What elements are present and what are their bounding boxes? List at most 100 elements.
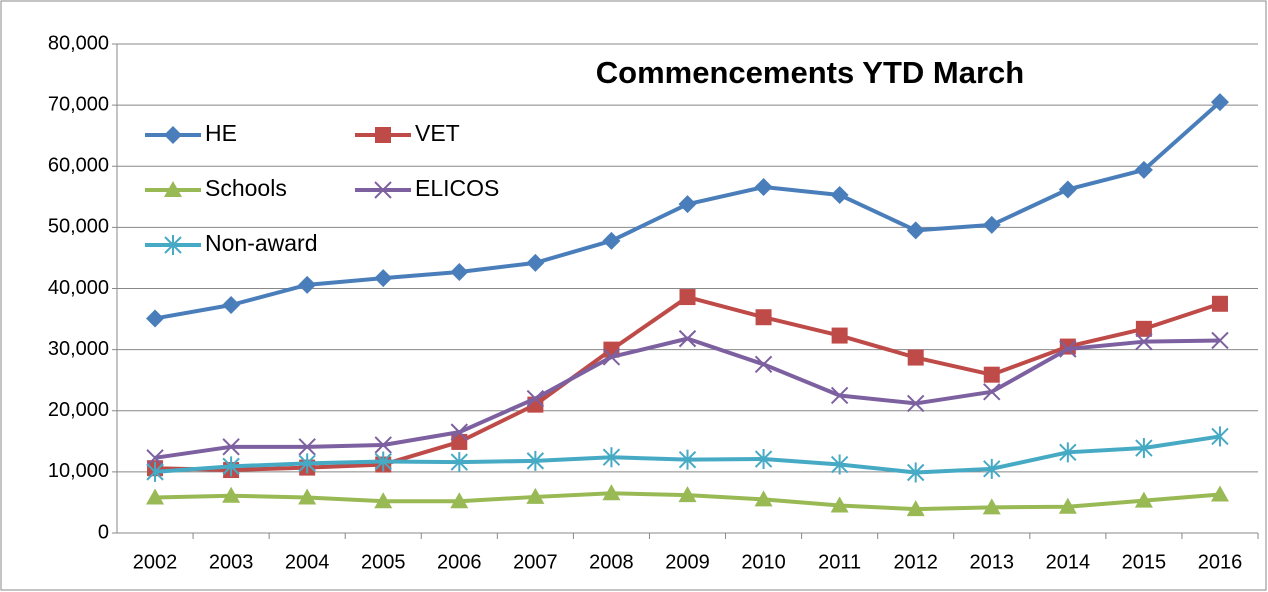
marker [678, 486, 697, 503]
marker [451, 433, 468, 450]
y-tick-label: 10,000 [48, 460, 109, 482]
marker [1211, 426, 1229, 447]
y-tick-label: 0 [98, 521, 109, 543]
marker [526, 450, 545, 471]
marker [450, 262, 469, 281]
marker [1058, 497, 1077, 514]
marker [222, 456, 240, 477]
x-tick-label: 2011 [818, 551, 861, 573]
marker [906, 462, 925, 483]
marker [375, 127, 391, 143]
marker [755, 309, 772, 326]
x-tick-label: 2007 [513, 551, 558, 573]
marker [450, 423, 469, 441]
marker [830, 185, 849, 204]
marker [982, 215, 1001, 234]
y-tick-label: 50,000 [48, 216, 109, 238]
marker [983, 458, 1001, 479]
chart-title: Commencements YTD March [596, 55, 1024, 90]
marker [298, 438, 316, 456]
marker [1135, 320, 1152, 337]
x-tick-label: 2014 [1046, 551, 1091, 573]
marker [1211, 295, 1228, 312]
x-tick-label: 2016 [1198, 551, 1243, 573]
marker [982, 498, 1001, 515]
x-tick-label: 2003 [209, 551, 254, 573]
marker [754, 355, 773, 374]
marker [164, 181, 182, 197]
marker [164, 126, 182, 144]
marker [906, 394, 925, 413]
marker [146, 309, 165, 328]
marker [602, 484, 621, 501]
marker [1211, 331, 1229, 350]
marker [678, 195, 697, 214]
marker [374, 436, 392, 454]
marker [602, 348, 621, 366]
y-tick-label: 40,000 [48, 277, 109, 299]
marker [1135, 332, 1153, 351]
marker [1059, 442, 1077, 463]
marker [754, 490, 773, 507]
marker [450, 452, 469, 473]
marker [164, 235, 182, 255]
marker [146, 449, 164, 467]
marker [830, 454, 849, 475]
marker [526, 253, 545, 272]
marker [678, 449, 697, 470]
marker [374, 269, 393, 288]
marker [679, 289, 696, 306]
marker [602, 447, 621, 468]
marker [222, 438, 240, 456]
y-tick-label: 80,000 [48, 32, 109, 54]
marker [1059, 340, 1077, 358]
marker [830, 386, 849, 405]
marker [298, 488, 317, 505]
x-tick-label: 2004 [285, 551, 330, 573]
marker [906, 500, 925, 517]
marker [830, 496, 849, 513]
marker [1210, 93, 1229, 112]
marker [298, 275, 317, 294]
marker [298, 453, 316, 474]
marker [526, 487, 545, 504]
marker [754, 449, 773, 470]
legend-label: Schools [205, 175, 287, 201]
marker [222, 486, 241, 503]
marker [526, 389, 545, 408]
marker [374, 451, 392, 472]
marker [374, 181, 392, 199]
y-tick-label: 60,000 [48, 155, 109, 177]
y-tick-label: 30,000 [48, 338, 109, 360]
marker [907, 349, 924, 366]
marker [602, 231, 621, 250]
marker [1134, 491, 1153, 508]
legend-label: HE [205, 120, 237, 146]
legend-label: Non-award [205, 230, 318, 256]
x-tick-label: 2012 [893, 551, 938, 573]
x-tick-label: 2009 [665, 551, 710, 573]
y-tick-label: 20,000 [48, 399, 109, 421]
marker [146, 461, 164, 482]
marker [450, 492, 469, 509]
marker [1134, 160, 1153, 179]
marker [1210, 485, 1229, 502]
x-tick-label: 2013 [970, 551, 1015, 573]
marker [678, 329, 697, 348]
legend-label: VET [415, 120, 460, 146]
x-tick-label: 2010 [741, 551, 786, 573]
legend-label: ELICOS [415, 175, 499, 201]
marker [1135, 438, 1153, 459]
marker [1058, 180, 1077, 199]
marker [222, 296, 241, 315]
y-tick-label: 70,000 [48, 93, 109, 115]
x-tick-label: 2015 [1122, 551, 1167, 573]
x-tick-label: 2002 [133, 551, 178, 573]
marker [983, 383, 1001, 401]
marker [906, 221, 925, 240]
marker [983, 366, 1000, 383]
marker [374, 492, 393, 509]
marker [146, 488, 165, 505]
x-tick-label: 2006 [437, 551, 482, 573]
